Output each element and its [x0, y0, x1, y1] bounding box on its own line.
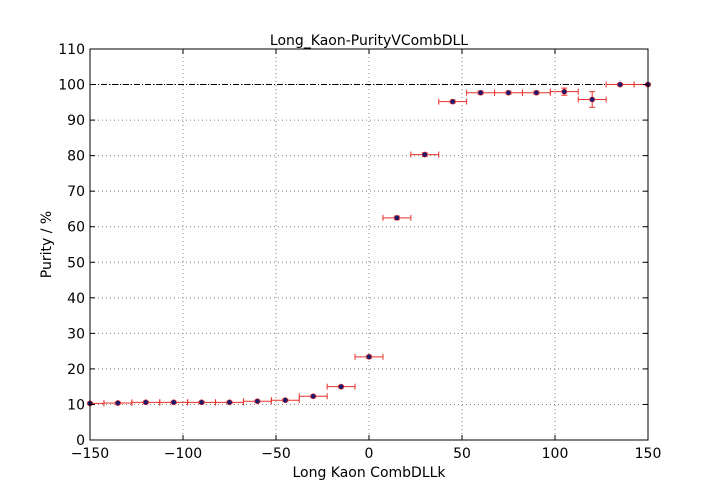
data-point: [142, 399, 149, 406]
y-tick-label: 70: [67, 184, 85, 200]
data-point: [589, 96, 596, 103]
y-tick-label: 40: [67, 291, 85, 307]
x-axis-title: Long Kaon CombDLLk: [292, 465, 446, 481]
data-point: [421, 151, 428, 158]
y-tick-labels: 0 10 20 30 40 50 60 70 80 90 100 110: [58, 42, 85, 449]
y-tick-label: 110: [58, 42, 85, 58]
x-tick-label: 0: [365, 446, 374, 462]
data-point: [254, 398, 261, 405]
y-tick-label: 90: [67, 113, 85, 129]
x-tick-label: 150: [635, 446, 662, 462]
y-tick-label: 100: [58, 78, 85, 94]
data-point: [617, 81, 623, 88]
data-point: [310, 393, 317, 400]
y-axis-title: Purity / %: [39, 211, 55, 278]
axis-ticks: [89, 48, 649, 441]
data-markers: [87, 81, 651, 407]
data-point: [226, 399, 233, 406]
data-point: [198, 399, 205, 406]
data-point: [115, 400, 121, 406]
y-tick-label: 20: [67, 362, 85, 378]
y-tick-label: 50: [67, 255, 85, 271]
data-point: [561, 88, 568, 95]
x-tick-label: −50: [261, 446, 291, 462]
y-tick-label: 30: [67, 326, 85, 342]
data-point: [338, 383, 344, 390]
data-point: [366, 353, 372, 360]
x-tick-label: −100: [164, 446, 202, 462]
data-point: [533, 89, 540, 96]
grid-lines: [90, 49, 648, 440]
x-tick-label: 100: [542, 446, 569, 462]
y-tick-label: 80: [67, 149, 85, 165]
y-tick-label: 10: [67, 397, 85, 413]
y-tick-label: 0: [76, 433, 85, 449]
x-tick-labels: −150 −100 −50 0 50 100 150: [71, 446, 662, 462]
x-tick-label: −150: [71, 446, 109, 462]
data-point: [477, 89, 484, 96]
data-point: [505, 89, 512, 96]
data-point: [449, 98, 456, 105]
data-point: [170, 399, 177, 406]
y-tick-label: 60: [67, 220, 85, 236]
data-point: [282, 397, 289, 404]
data-point: [393, 214, 400, 221]
chart-title: Long_Kaon-PurityVCombDLL: [270, 33, 468, 49]
x-tick-label: 50: [453, 446, 471, 462]
